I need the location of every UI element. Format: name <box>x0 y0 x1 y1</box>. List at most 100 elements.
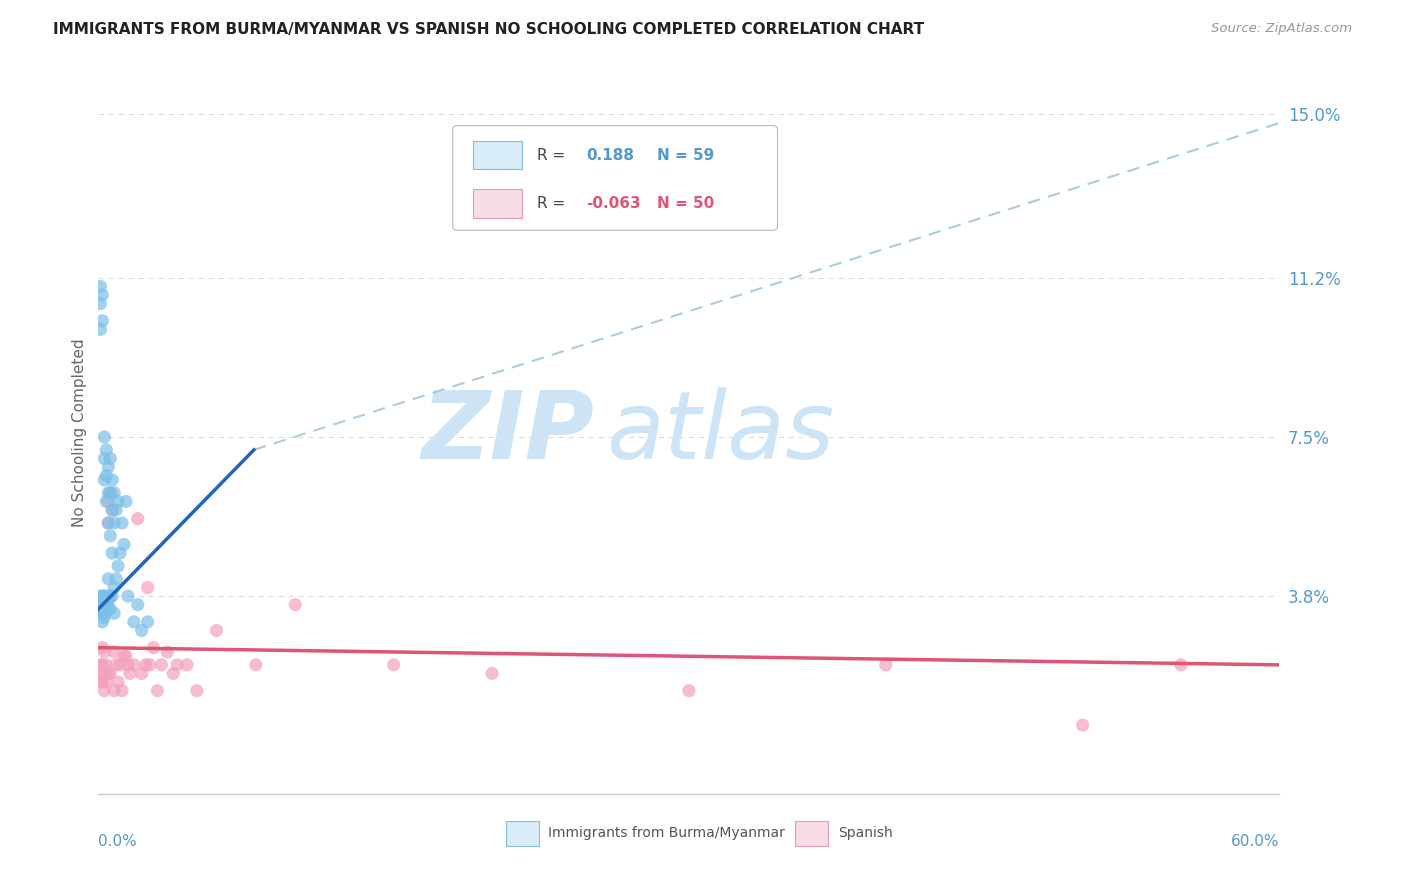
FancyBboxPatch shape <box>506 821 538 846</box>
Point <box>91 314 114 328</box>
Point <box>91 640 114 655</box>
Point <box>101 503 124 517</box>
Point <box>96 442 118 457</box>
Point <box>89 602 111 616</box>
Point <box>107 675 129 690</box>
Point <box>97 666 120 681</box>
Point <box>91 602 114 616</box>
Point <box>93 430 115 444</box>
Point <box>93 589 115 603</box>
Point <box>101 589 124 603</box>
Point <box>103 683 125 698</box>
Point <box>146 683 169 698</box>
Point <box>98 529 121 543</box>
Point <box>122 615 145 629</box>
Point <box>108 657 131 672</box>
Point <box>284 598 307 612</box>
Point <box>105 503 128 517</box>
Point <box>93 607 115 621</box>
Point <box>91 657 114 672</box>
Point <box>101 503 124 517</box>
Point <box>89 322 111 336</box>
Point <box>117 657 139 672</box>
Point <box>131 624 153 638</box>
Point <box>98 485 121 500</box>
Text: N = 59: N = 59 <box>657 147 714 162</box>
Text: 0.188: 0.188 <box>586 147 634 162</box>
FancyBboxPatch shape <box>472 189 523 219</box>
Text: -0.063: -0.063 <box>586 196 641 211</box>
Text: Immigrants from Burma/Myanmar: Immigrants from Burma/Myanmar <box>548 826 786 840</box>
Point <box>127 511 149 525</box>
Point <box>103 485 125 500</box>
Point <box>98 589 121 603</box>
Point <box>98 451 121 466</box>
Point <box>93 598 115 612</box>
Point <box>205 624 228 638</box>
Point <box>105 657 128 672</box>
Point <box>111 516 134 530</box>
Point <box>115 494 138 508</box>
Point <box>156 645 179 659</box>
Point <box>108 546 131 560</box>
Point <box>93 607 115 621</box>
Point <box>112 649 135 664</box>
Point <box>176 657 198 672</box>
Point <box>89 598 111 612</box>
Point <box>96 657 118 672</box>
Point <box>150 657 173 672</box>
FancyBboxPatch shape <box>796 821 828 846</box>
Point <box>91 288 114 302</box>
Point <box>96 468 118 483</box>
Point <box>89 666 111 681</box>
Point <box>89 296 111 310</box>
Point <box>97 593 120 607</box>
Point <box>107 558 129 573</box>
Point <box>245 657 267 672</box>
Point <box>186 683 208 698</box>
Text: R =: R = <box>537 147 569 162</box>
Point <box>97 494 120 508</box>
Point <box>107 494 129 508</box>
Y-axis label: No Schooling Completed: No Schooling Completed <box>72 338 87 527</box>
Point <box>96 598 118 612</box>
Point <box>93 610 115 624</box>
Point <box>136 581 159 595</box>
Point <box>111 683 134 698</box>
Point <box>166 657 188 672</box>
Point <box>97 516 120 530</box>
Point <box>1071 718 1094 732</box>
Point <box>105 572 128 586</box>
Text: 60.0%: 60.0% <box>1232 834 1279 848</box>
Point <box>97 602 120 616</box>
Point <box>91 607 114 621</box>
Point <box>382 657 405 672</box>
Point <box>127 598 149 612</box>
Point <box>122 657 145 672</box>
Point <box>89 589 111 603</box>
Point <box>93 473 115 487</box>
Point <box>1170 657 1192 672</box>
Point <box>96 494 118 508</box>
Point <box>481 666 503 681</box>
Point <box>118 666 141 681</box>
Point <box>103 607 125 621</box>
Point <box>103 581 125 595</box>
Text: ZIP: ZIP <box>422 386 595 479</box>
Point <box>678 683 700 698</box>
Point <box>98 485 121 500</box>
Point <box>97 460 120 475</box>
FancyBboxPatch shape <box>472 141 523 169</box>
Text: N = 50: N = 50 <box>657 196 714 211</box>
Point <box>89 675 111 690</box>
Point <box>98 602 121 616</box>
Point <box>117 589 139 603</box>
Text: atlas: atlas <box>606 387 835 478</box>
Point <box>89 657 111 672</box>
Text: Source: ZipAtlas.com: Source: ZipAtlas.com <box>1212 22 1353 36</box>
Point <box>135 657 157 672</box>
Point <box>103 645 125 659</box>
Point <box>98 666 121 681</box>
Point <box>93 666 115 681</box>
Point <box>97 485 120 500</box>
